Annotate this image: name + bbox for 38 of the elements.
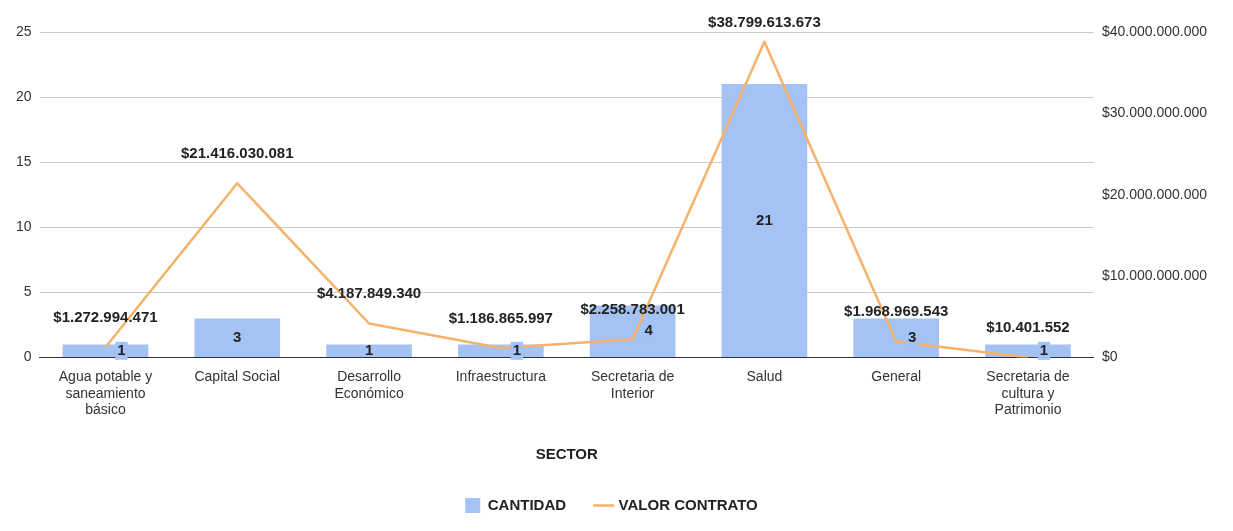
bar xyxy=(853,318,940,358)
data-label: 1 xyxy=(1039,340,1049,358)
y2-tick-label: $40.000.000.000 xyxy=(1101,22,1208,39)
bar xyxy=(721,84,808,358)
y2-tick-label: $0 xyxy=(1101,348,1118,365)
y-tick-label: 25 xyxy=(15,22,32,39)
y2-tick-label: $20.000.000.000 xyxy=(1101,185,1208,202)
data-label: 3 xyxy=(233,327,242,345)
y-tick-label: 10 xyxy=(15,218,32,235)
data-label: 1 xyxy=(117,340,126,358)
x-tick-label: Agua potable y saneamiento básico xyxy=(58,367,153,418)
data-label: $21.416.030.081 xyxy=(180,143,294,161)
bar xyxy=(326,344,412,358)
data-label: $1.186.865.997 xyxy=(448,308,553,326)
data-label: 21 xyxy=(756,210,773,228)
x-tick-label: Desarrollo Económico xyxy=(334,367,404,401)
data-label: $10.401.552 xyxy=(986,318,1070,336)
y-tick-label: 20 xyxy=(15,87,32,104)
x-tick-label: Salud xyxy=(746,367,783,384)
x-tick-label: Secretaria de cultura y Patrimonio xyxy=(986,367,1070,418)
y2-tick-label: $10.000.000.000 xyxy=(1101,267,1208,284)
legend-label: VALOR CONTRATO xyxy=(618,495,759,513)
data-label: $38.799.613.673 xyxy=(708,12,821,30)
y-tick-label: 15 xyxy=(15,153,32,170)
x-tick-label: Capital Social xyxy=(194,367,281,384)
data-label: 1 xyxy=(512,340,522,358)
y-tick-label: 5 xyxy=(23,283,32,300)
legend-label: CANTIDAD xyxy=(487,495,567,513)
data-label: 4 xyxy=(644,321,654,339)
y-tick-label: 0 xyxy=(23,348,32,365)
x-tick-label: General xyxy=(871,367,922,384)
data-label: 3 xyxy=(908,327,917,345)
x-tick-label: Secretaria de Interior xyxy=(590,367,675,401)
x-tick-label: Infraestructura xyxy=(455,367,547,384)
bar xyxy=(194,318,281,358)
x-axis-title: SECTOR xyxy=(535,445,599,463)
data-label: 1 xyxy=(364,340,374,358)
y2-tick-label: $30.000.000.000 xyxy=(1101,104,1208,121)
